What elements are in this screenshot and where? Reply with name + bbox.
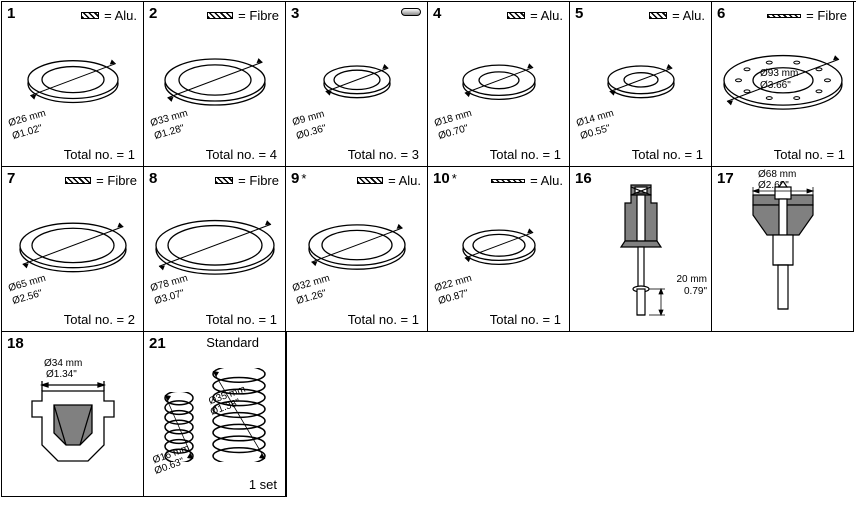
material-indicator: = Alu. — [81, 8, 137, 23]
part-number: 8 — [149, 170, 157, 187]
material-text: = Alu. — [530, 173, 563, 188]
total-count: Total no. = 1 — [632, 147, 703, 162]
part-number: 10* — [433, 170, 457, 187]
empty-cell — [428, 332, 570, 497]
part-cell-9: 9* = Alu. Ø32 mm Ø1.26" Total no. = 1 — [286, 167, 428, 332]
swatch-icon — [207, 12, 233, 19]
material-indicator: = Alu. — [507, 8, 563, 23]
dimension-mm: Ø93 mm — [760, 68, 798, 79]
material-text: = Fibre — [96, 173, 137, 188]
part-number: 21 — [149, 335, 166, 352]
part-cell-6: 6 = Fibre Ø93 mm Ø3.66" Total no. = 1 — [712, 2, 854, 167]
total-count: 1 set — [249, 477, 277, 492]
parts-grid: 1 = Alu. Ø26 mm Ø1.02" Total no. = 1 2 =… — [1, 1, 856, 497]
material-text: = Fibre — [806, 8, 847, 23]
empty-cell — [712, 332, 854, 497]
total-count: Total no. = 1 — [774, 147, 845, 162]
material-indicator: = Fibre — [65, 173, 137, 188]
part-number: 3 — [291, 5, 299, 22]
variant-label: Standard — [206, 335, 259, 350]
dimension-mm: Ø68 mm — [758, 169, 796, 180]
total-count: Total no. = 1 — [490, 147, 561, 162]
material-text: = Alu. — [388, 173, 421, 188]
part-number: 16 — [575, 170, 592, 187]
total-count: Total no. = 3 — [348, 147, 419, 162]
swatch-icon — [401, 8, 421, 16]
swatch-icon — [81, 12, 99, 19]
dimension-in: Ø3.66" — [760, 80, 791, 91]
dimension-in: 0.79" — [684, 286, 707, 297]
dimension-mm: Ø34 mm — [44, 358, 82, 369]
swatch-icon — [649, 12, 667, 19]
swatch-icon — [491, 179, 525, 183]
part-number: 1 — [7, 5, 15, 22]
total-count: Total no. = 2 — [64, 312, 135, 327]
part-number: 17 — [717, 170, 734, 187]
total-count: Total no. = 4 — [206, 147, 277, 162]
part-cell-10: 10* = Alu. Ø22 mm Ø0.87" Total no. = 1 — [428, 167, 570, 332]
part-cell-7: 7 = Fibre Ø65 mm Ø2.56" Total no. = 2 — [2, 167, 144, 332]
part-number: 18 — [7, 335, 24, 352]
material-indicator: = Fibre — [207, 8, 279, 23]
part-cell-18: 18 Ø34 mm Ø1.34" — [2, 332, 144, 497]
material-text: = Fibre — [238, 8, 279, 23]
material-indicator: = Alu. — [649, 8, 705, 23]
total-count: Total no. = 1 — [206, 312, 277, 327]
material-indicator: = Fibre — [767, 8, 847, 23]
part-number: 6 — [717, 5, 725, 22]
dimension-mm: 20 mm — [676, 274, 707, 285]
total-count: Total no. = 1 — [490, 312, 561, 327]
total-count: Total no. = 1 — [348, 312, 419, 327]
material-indicator: = Alu. — [357, 173, 421, 188]
part-cell-17: 17 Ø68 mm Ø2.68" — [712, 167, 854, 332]
material-text: = Alu. — [104, 8, 137, 23]
material-text: = Fibre — [238, 173, 279, 188]
part-number: 2 — [149, 5, 157, 22]
part-cell-16: 16 20 mm 0.79" — [570, 167, 712, 332]
dimension-in: Ø1.34" — [46, 369, 77, 380]
empty-cell — [570, 332, 712, 497]
material-indicator: = Fibre — [215, 173, 279, 188]
part-cell-21: 21 Standard Ø16 mm Ø0.63" Ø35 mm Ø1.38" … — [144, 332, 286, 497]
material-indicator — [401, 8, 421, 16]
part-cell-3: 3 Ø9 mm Ø0.36" Total no. = 3 — [286, 2, 428, 167]
material-text: = Alu. — [530, 8, 563, 23]
swatch-icon — [767, 14, 801, 18]
part-number: 4 — [433, 5, 441, 22]
part-cell-5: 5 = Alu. Ø14 mm Ø0.55" Total no. = 1 — [570, 2, 712, 167]
swatch-icon — [357, 177, 383, 184]
part-cell-1: 1 = Alu. Ø26 mm Ø1.02" Total no. = 1 — [2, 2, 144, 167]
total-count: Total no. = 1 — [64, 147, 135, 162]
part-cell-8: 8 = Fibre Ø78 mm Ø3.07" Total no. = 1 — [144, 167, 286, 332]
part-number: 7 — [7, 170, 15, 187]
empty-cell — [286, 332, 428, 497]
part-drawing — [712, 197, 853, 305]
swatch-icon — [65, 177, 91, 184]
part-number: 9* — [291, 170, 306, 187]
part-number: 5 — [575, 5, 583, 22]
part-cell-4: 4 = Alu. Ø18 mm Ø0.70" Total no. = 1 — [428, 2, 570, 167]
swatch-icon — [507, 12, 525, 19]
part-cell-2: 2 = Fibre Ø33 mm Ø1.28" Total no. = 4 — [144, 2, 286, 167]
swatch-icon — [215, 177, 233, 184]
material-text: = Alu. — [672, 8, 705, 23]
material-indicator: = Alu. — [491, 173, 563, 188]
